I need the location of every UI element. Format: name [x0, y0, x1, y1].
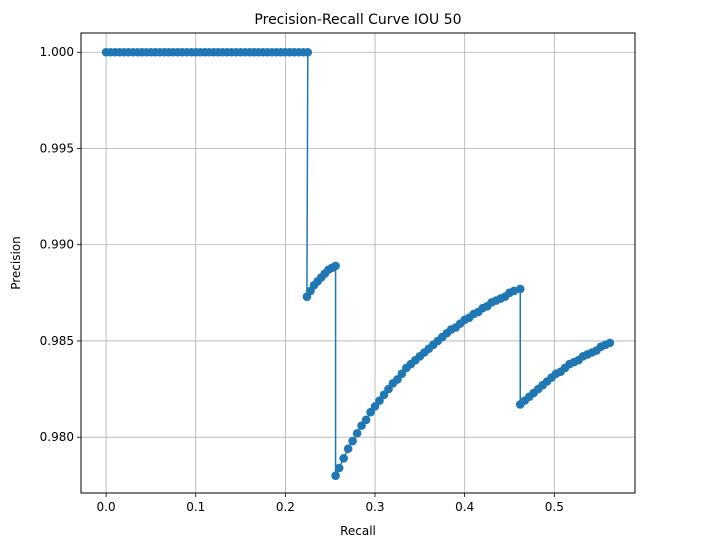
axis-ticks: 0.0 0.1 0.2 0.3 0.4 0.5 0.980 0.985 0.990 0.995 1.…	[40, 45, 564, 514]
y-tick-label: 0.990	[40, 238, 74, 252]
data-point	[361, 415, 371, 425]
data-point	[397, 369, 407, 378]
x-tick-label: 0.4	[455, 500, 474, 514]
data-point	[339, 454, 348, 463]
data-point	[515, 284, 525, 294]
data-point	[343, 444, 353, 454]
y-axis-label: Precision	[9, 236, 23, 290]
y-tick-label: 0.985	[40, 334, 74, 348]
grid-lines	[81, 33, 635, 493]
data-point	[384, 384, 393, 394]
x-tick-label: 0.1	[186, 500, 205, 514]
x-tick-label: 0.5	[545, 500, 564, 514]
y-tick-label: 1.000	[40, 45, 74, 59]
data-point	[375, 396, 384, 405]
data-point	[334, 463, 344, 473]
data-point	[366, 407, 375, 417]
data-point	[331, 261, 340, 271]
y-tick-label: 0.980	[40, 430, 74, 444]
data-point	[393, 375, 402, 384]
data-point	[348, 436, 357, 446]
data-point	[352, 429, 362, 438]
data-point	[379, 390, 389, 400]
chart-title: Precision-Recall Curve IOU 50	[254, 12, 461, 28]
x-tick-label: 0.3	[365, 500, 384, 514]
data-point	[303, 47, 313, 57]
data-point	[331, 471, 340, 480]
y-tick-label: 0.995	[40, 141, 74, 155]
plot-area-frame	[80, 32, 636, 494]
data-point	[357, 421, 366, 430]
x-tick-label: 0.0	[97, 500, 116, 514]
data-point	[370, 402, 380, 411]
data-point	[605, 338, 615, 348]
series-layer	[101, 47, 615, 480]
x-tick-label: 0.2	[276, 500, 295, 514]
x-axis-label: Recall	[340, 524, 376, 538]
